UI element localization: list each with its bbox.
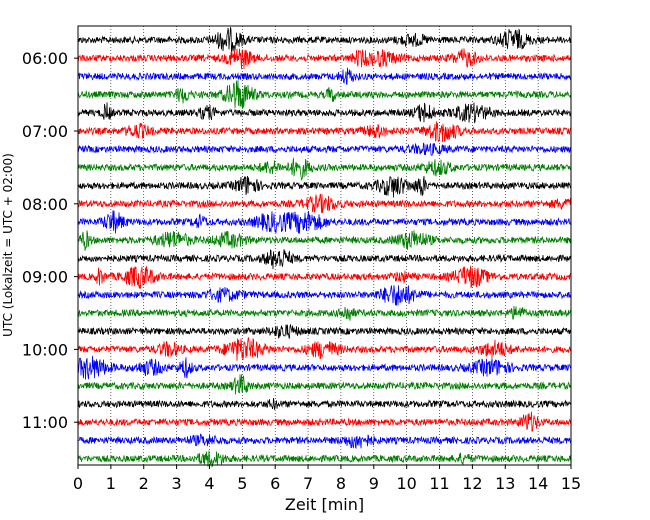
y-axis-title: UTC (Lokalzeit = UTC + 02:00) (1, 153, 15, 337)
x-tick-label: 9 (369, 474, 379, 493)
y-tick-label: 06:00 (22, 49, 68, 68)
seismic-trace (77, 450, 572, 468)
x-tick-label: 8 (336, 474, 346, 493)
x-tick-label: 1 (106, 474, 116, 493)
x-tick-label: 15 (561, 474, 581, 493)
seismic-trace (77, 355, 572, 380)
seismic-trace (77, 67, 572, 85)
y-tick-label: 08:00 (22, 195, 68, 214)
seismic-trace (77, 80, 572, 109)
seismic-trace (77, 265, 572, 289)
x-tick-label: 4 (204, 474, 214, 493)
seismic-trace (77, 323, 572, 339)
y-tick-label: 10:00 (22, 340, 68, 359)
seismic-trace (77, 305, 572, 321)
seismic-trace (77, 193, 572, 214)
x-tick-label: 0 (73, 474, 83, 493)
seismic-trace (77, 397, 572, 410)
seismic-trace (77, 142, 572, 156)
x-tick-label: 6 (270, 474, 280, 493)
plot-frame (77, 25, 572, 466)
seismic-trace (77, 27, 572, 53)
seismic-trace (77, 210, 572, 234)
x-tick-label: 13 (495, 474, 515, 493)
x-axis: 0 1 2 3 4 5 6 7 8 9 10 11 12 13 14 15 (73, 465, 581, 493)
x-tick-label: 10 (396, 474, 416, 493)
x-tick-label: 14 (528, 474, 548, 493)
x-tick-label: 11 (429, 474, 449, 493)
x-tick-label: 12 (462, 474, 482, 493)
x-tick-label: 2 (139, 474, 149, 493)
seismic-trace (77, 285, 572, 306)
seismic-trace (77, 374, 572, 395)
y-tick-label: 09:00 (22, 268, 68, 287)
seismic-trace (77, 249, 572, 270)
seismic-trace (77, 433, 572, 450)
x-axis-title: Zeit [min] (285, 495, 364, 514)
y-axis: 06:00 07:00 08:00 09:00 10:00 11:00 (22, 49, 78, 432)
seismic-trace (77, 121, 572, 143)
seismic-trace (77, 175, 572, 198)
plot-area (78, 26, 571, 465)
seismic-trace (77, 230, 572, 251)
seismic-trace (77, 102, 572, 124)
seismic-trace (77, 157, 572, 181)
y-tick-label: 07:00 (22, 122, 68, 141)
y-tick-label: 11:00 (22, 413, 68, 432)
x-tick-label: 7 (303, 474, 313, 493)
x-tick-label: 3 (172, 474, 182, 493)
x-tick-label: 5 (237, 474, 247, 493)
traces (77, 27, 572, 468)
seismic-trace (77, 48, 572, 70)
seismic-trace (77, 411, 572, 432)
seismic-trace (77, 337, 571, 361)
